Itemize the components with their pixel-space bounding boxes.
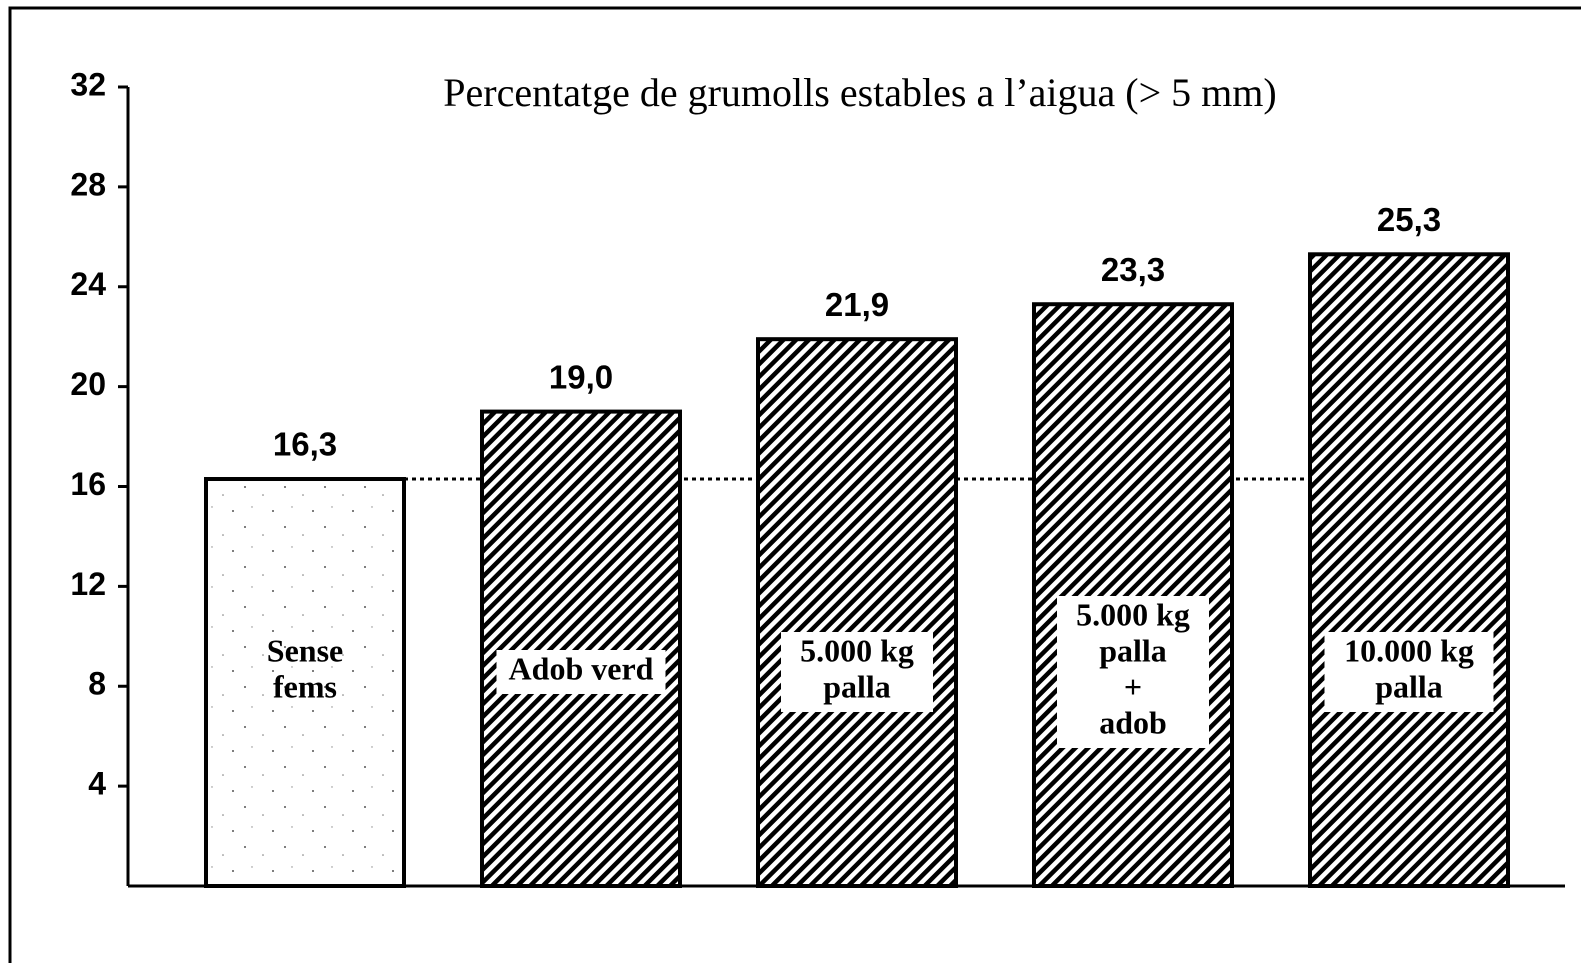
category-label: fems <box>273 668 337 704</box>
y-tick-label: 16 <box>70 466 106 502</box>
category-label: 10.000 kg <box>1344 632 1474 668</box>
bar <box>1032 302 1234 888</box>
chart-title: Percentatge de grumolls estables a l’aig… <box>443 70 1276 115</box>
category-label: + <box>1124 668 1142 704</box>
frame <box>8 6 1581 963</box>
value-label: 21,9 <box>825 286 889 323</box>
bar <box>1308 252 1510 888</box>
y-tick-label: 4 <box>88 766 106 802</box>
label-box <box>496 650 666 694</box>
value-label: 23,3 <box>1101 251 1165 288</box>
category-label: palla <box>1099 632 1167 668</box>
bar <box>480 409 682 888</box>
category-label: adob <box>1099 704 1167 740</box>
category-label: 5.000 kg <box>1076 596 1190 632</box>
label-box <box>1057 596 1209 748</box>
y-tick-label: 20 <box>70 366 106 402</box>
category-label: 5.000 kg <box>800 632 914 668</box>
y-tick-label: 8 <box>88 666 106 702</box>
category-label: Adob verd <box>509 650 654 686</box>
value-label: 16,3 <box>273 426 337 463</box>
category-label: palla <box>823 668 891 704</box>
value-label: 25,3 <box>1377 201 1441 238</box>
bar <box>756 337 958 888</box>
y-tick-label: 28 <box>70 166 106 202</box>
y-tick-label: 32 <box>70 66 106 102</box>
value-label: 19,0 <box>549 358 613 395</box>
label-box <box>1324 632 1494 712</box>
category-label: palla <box>1375 668 1443 704</box>
bar <box>204 477 406 888</box>
category-label: Sense <box>267 632 343 668</box>
y-tick-label: 24 <box>70 266 106 302</box>
y-tick-label: 12 <box>70 566 106 602</box>
label-box <box>781 632 933 712</box>
